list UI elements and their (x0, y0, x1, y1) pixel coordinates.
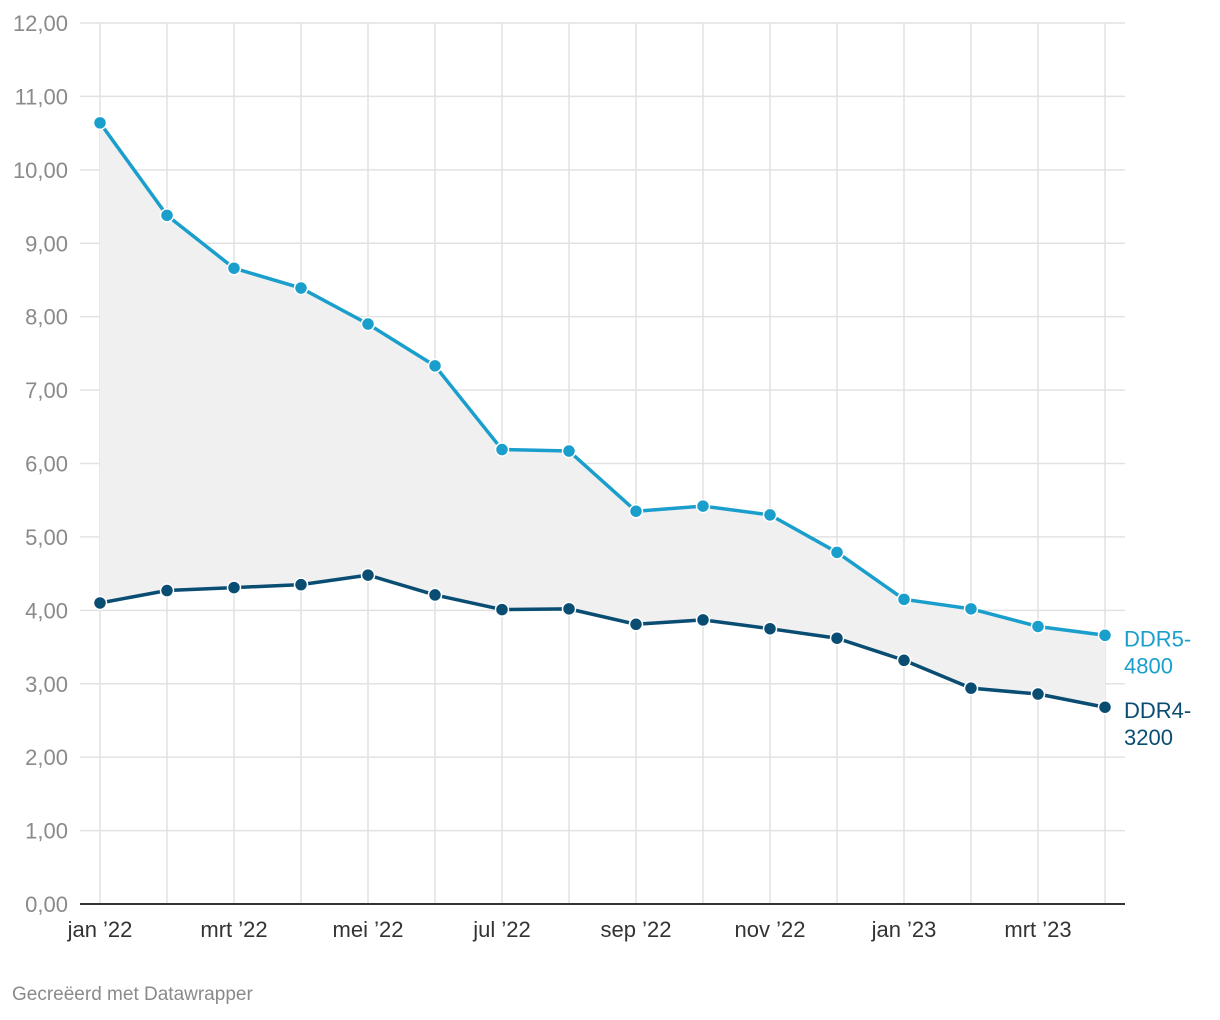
series-label-DDR4-3200: DDR4- (1124, 698, 1191, 723)
credit-footer: Gecreëerd met Datawrapper (12, 984, 253, 1005)
y-tick-label: 6,00 (25, 452, 68, 477)
y-tick-label: 12,00 (13, 11, 68, 36)
data-point-DDR5-4800 (226, 260, 242, 276)
data-point-DDR4-3200 (1097, 699, 1113, 715)
x-tick-label: jan ’23 (871, 917, 937, 942)
y-tick-label: 9,00 (25, 231, 68, 256)
series-label-DDR5-4800: 4800 (1124, 653, 1173, 678)
data-point-DDR5-4800 (427, 358, 443, 374)
data-point-DDR5-4800 (963, 601, 979, 617)
data-point-DDR5-4800 (494, 442, 510, 457)
x-tick-label: nov ’22 (735, 917, 806, 942)
y-tick-label: 10,00 (13, 158, 68, 183)
x-tick-label: jul ’22 (472, 917, 530, 942)
data-point-DDR4-3200 (226, 580, 242, 595)
data-point-DDR5-4800 (561, 443, 577, 459)
data-point-DDR4-3200 (561, 601, 577, 617)
data-point-DDR5-4800 (829, 545, 845, 560)
y-tick-label: 4,00 (25, 598, 68, 623)
x-tick-label: jan ’22 (67, 917, 133, 942)
x-tick-label: mei ’22 (333, 917, 404, 942)
y-tick-label: 7,00 (25, 378, 68, 403)
series-label-DDR5-4800: DDR5- (1124, 626, 1191, 651)
data-point-DDR5-4800 (360, 316, 376, 332)
series-lines (92, 115, 1113, 715)
area-between-series (100, 122, 1105, 708)
data-point-DDR5-4800 (159, 208, 175, 223)
area-fill (100, 122, 1105, 708)
data-point-DDR4-3200 (1030, 686, 1046, 702)
series-labels: DDR5-4800 DDR4-3200 (1124, 626, 1191, 750)
data-point-DDR4-3200 (92, 595, 108, 611)
x-tick-label: mrt ’22 (200, 917, 267, 942)
data-point-DDR4-3200 (695, 612, 711, 628)
y-tick-label: 2,00 (25, 745, 68, 770)
data-point-DDR5-4800 (1030, 619, 1046, 634)
y-tick-label: 3,00 (25, 672, 68, 697)
data-point-DDR4-3200 (293, 577, 309, 592)
axes: 0,00 1,00 2,00 3,00 4,00 5,00 6,00 7,00 8,00 9,00… (13, 11, 1125, 942)
y-tick-label: 1,00 (25, 819, 68, 844)
data-point-DDR4-3200 (628, 617, 644, 632)
data-point-DDR4-3200 (762, 621, 778, 636)
data-point-DDR5-4800 (1097, 628, 1113, 643)
data-point-DDR5-4800 (762, 507, 778, 523)
data-point-DDR4-3200 (159, 583, 175, 598)
data-point-DDR4-3200 (427, 587, 443, 603)
y-tick-label: 5,00 (25, 525, 68, 550)
data-point-DDR4-3200 (494, 602, 510, 617)
data-point-DDR4-3200 (360, 567, 376, 583)
data-point-DDR5-4800 (92, 115, 108, 131)
data-point-DDR5-4800 (896, 592, 912, 607)
x-tick-label: mrt ’23 (1004, 917, 1071, 942)
series-line-DDR5-4800 (98, 121, 1106, 638)
data-point-DDR5-4800 (293, 280, 309, 296)
y-tick-label: 11,00 (15, 84, 68, 109)
series-line-DDR4-3200 (99, 573, 1106, 709)
data-point-DDR5-4800 (628, 503, 644, 519)
y-tick-label: 0,00 (25, 892, 68, 917)
data-point-DDR4-3200 (829, 630, 845, 646)
data-point-DDR4-3200 (963, 680, 979, 696)
x-tick-label: sep ’22 (601, 917, 672, 942)
data-point-DDR5-4800 (695, 498, 711, 514)
data-point-DDR4-3200 (896, 653, 912, 668)
y-tick-label: 8,00 (25, 305, 68, 330)
series-label-DDR4-3200: 3200 (1124, 725, 1173, 750)
